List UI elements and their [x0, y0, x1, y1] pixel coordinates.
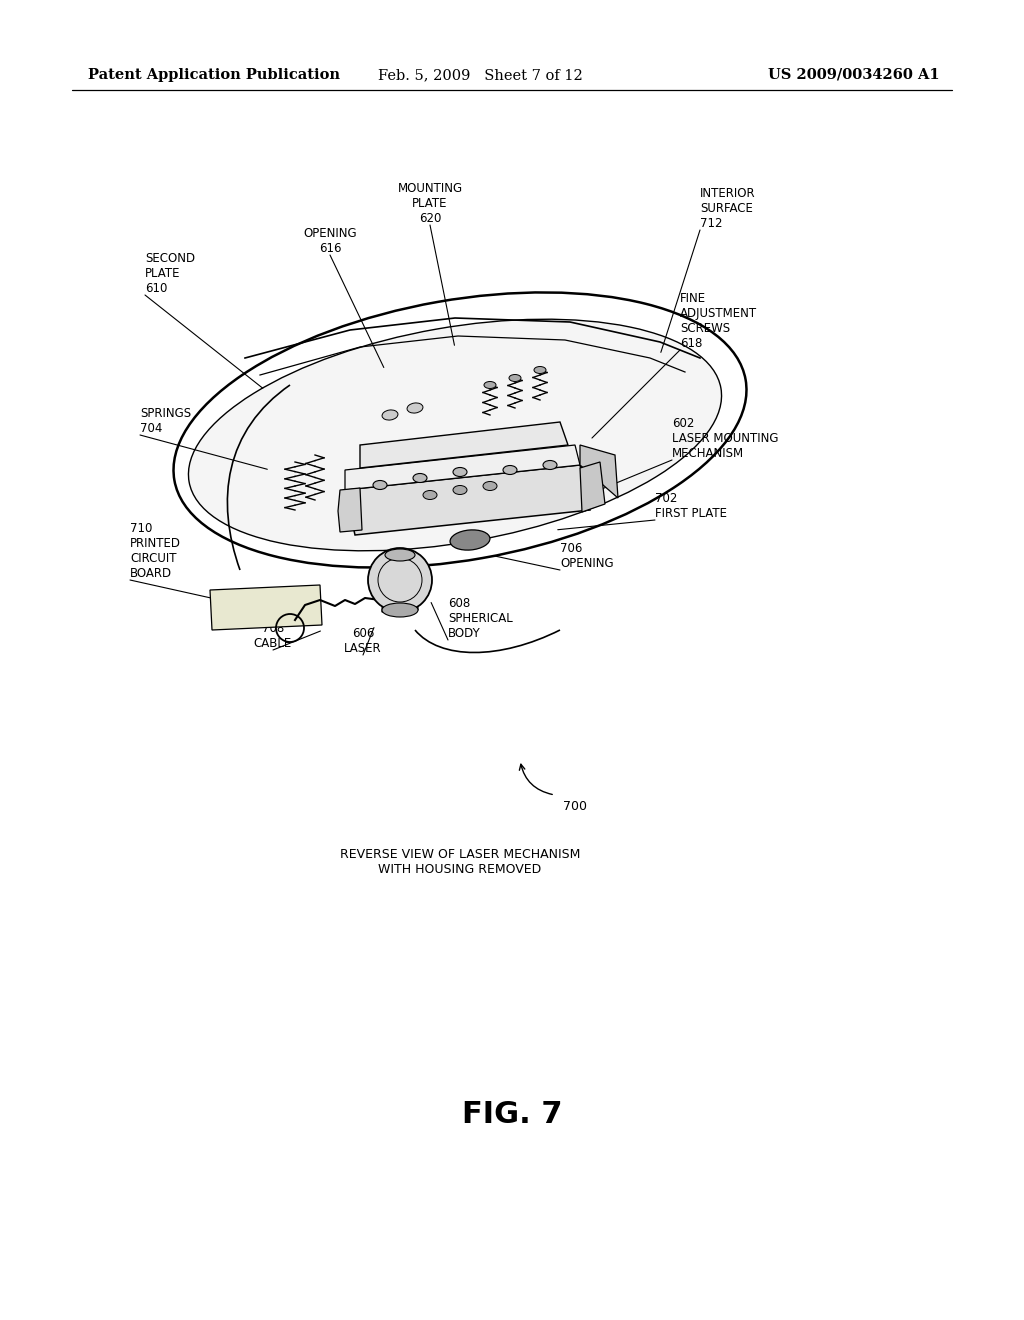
- Polygon shape: [345, 445, 580, 490]
- Ellipse shape: [509, 375, 521, 381]
- Polygon shape: [580, 462, 605, 512]
- Ellipse shape: [423, 491, 437, 499]
- Text: Feb. 5, 2009   Sheet 7 of 12: Feb. 5, 2009 Sheet 7 of 12: [378, 69, 583, 82]
- Ellipse shape: [373, 480, 387, 490]
- Polygon shape: [345, 465, 590, 535]
- Text: FINE
ADJUSTMENT
SCREWS
618: FINE ADJUSTMENT SCREWS 618: [680, 292, 757, 350]
- Polygon shape: [338, 488, 362, 532]
- Ellipse shape: [451, 529, 489, 550]
- Text: INTERIOR
SURFACE
712: INTERIOR SURFACE 712: [700, 187, 756, 230]
- Text: 606
LASER: 606 LASER: [344, 627, 382, 655]
- Text: OPENING
616: OPENING 616: [303, 227, 356, 255]
- Polygon shape: [382, 553, 418, 612]
- Ellipse shape: [534, 367, 546, 374]
- Ellipse shape: [382, 411, 398, 420]
- Ellipse shape: [408, 403, 423, 413]
- Ellipse shape: [484, 381, 496, 388]
- Ellipse shape: [188, 319, 722, 550]
- Text: SPRINGS
704: SPRINGS 704: [140, 407, 191, 436]
- Text: 706
OPENING: 706 OPENING: [560, 543, 613, 570]
- Text: Patent Application Publication: Patent Application Publication: [88, 69, 340, 82]
- Text: FIG. 7: FIG. 7: [462, 1100, 562, 1129]
- Ellipse shape: [543, 461, 557, 470]
- Ellipse shape: [453, 486, 467, 495]
- Text: 700: 700: [563, 800, 587, 813]
- Text: REVERSE VIEW OF LASER MECHANISM
WITH HOUSING REMOVED: REVERSE VIEW OF LASER MECHANISM WITH HOU…: [340, 847, 581, 876]
- Text: 708
CABLE: 708 CABLE: [254, 622, 292, 649]
- Ellipse shape: [483, 482, 497, 491]
- Polygon shape: [360, 422, 568, 469]
- Circle shape: [368, 548, 432, 612]
- Ellipse shape: [382, 603, 418, 616]
- Ellipse shape: [385, 549, 415, 561]
- Polygon shape: [580, 445, 618, 498]
- Ellipse shape: [453, 467, 467, 477]
- Text: 702
FIRST PLATE: 702 FIRST PLATE: [655, 492, 727, 520]
- Text: MOUNTING
PLATE
620: MOUNTING PLATE 620: [397, 182, 463, 224]
- Text: 608
SPHERICAL
BODY: 608 SPHERICAL BODY: [449, 597, 513, 640]
- Text: 602
LASER MOUNTING
MECHANISM: 602 LASER MOUNTING MECHANISM: [672, 417, 778, 459]
- Text: 710
PRINTED
CIRCUIT
BOARD: 710 PRINTED CIRCUIT BOARD: [130, 521, 181, 579]
- Ellipse shape: [503, 466, 517, 474]
- Polygon shape: [210, 585, 322, 630]
- Text: SECOND
PLATE
610: SECOND PLATE 610: [145, 252, 196, 294]
- Text: US 2009/0034260 A1: US 2009/0034260 A1: [768, 69, 940, 82]
- Ellipse shape: [413, 474, 427, 483]
